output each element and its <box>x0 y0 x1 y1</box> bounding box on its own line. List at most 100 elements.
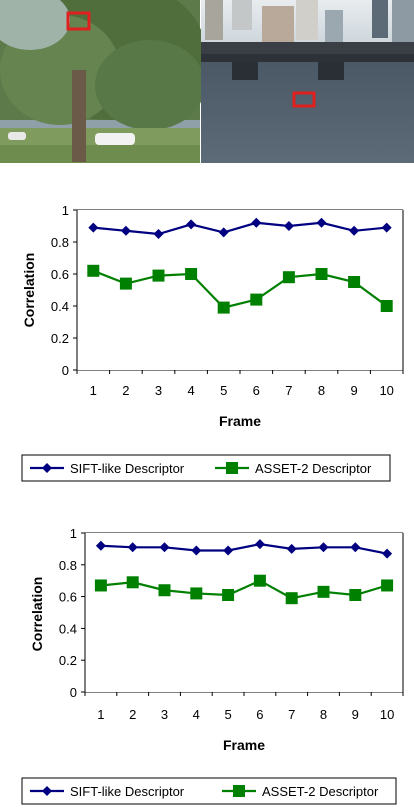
square-point <box>315 268 328 280</box>
x-tick-label: 8 <box>318 383 325 398</box>
legend-item-asset: ASSET-2 Descriptor <box>222 784 379 799</box>
legend-diamond-icon <box>42 463 52 473</box>
diamond-point <box>254 539 265 550</box>
square-point <box>158 584 171 597</box>
x-tick-label: 5 <box>220 383 227 398</box>
y-tick-label: 1 <box>70 526 77 541</box>
legend-square-icon <box>226 462 238 474</box>
x-tick-labels: 1 2 3 4 5 6 7 8 9 10 <box>90 383 394 398</box>
x-tick-label: 6 <box>253 383 260 398</box>
y-axis-title: Correlation <box>21 253 37 328</box>
square-point <box>119 277 132 290</box>
square-point <box>250 293 263 306</box>
square-point <box>190 587 203 600</box>
diamond-point <box>88 222 99 233</box>
x-axis-title: Frame <box>223 737 265 753</box>
photo-strip <box>0 0 414 163</box>
y-tick-label: 0.6 <box>59 590 77 605</box>
x-tick-label: 1 <box>90 383 97 398</box>
diamond-point <box>286 543 297 554</box>
diamond-point <box>316 217 327 228</box>
y-tick-label: 0 <box>62 363 69 378</box>
x-tick-label: 10 <box>380 707 394 722</box>
x-tick-label: 10 <box>379 383 393 398</box>
diamond-point <box>120 225 131 236</box>
x-tick-label: 3 <box>155 383 162 398</box>
series-group <box>87 217 393 314</box>
square-point <box>348 276 361 288</box>
square-point <box>253 574 266 587</box>
legend-label: ASSET-2 Descriptor <box>262 784 379 799</box>
square-point <box>285 592 298 605</box>
plot-area <box>85 533 403 692</box>
series-sift <box>88 217 392 239</box>
diamond-point <box>191 545 202 556</box>
legend-item-sift: SIFT-like Descriptor <box>30 784 185 799</box>
diamond-point <box>223 545 234 556</box>
series-asset <box>87 264 393 314</box>
x-tick-label: 8 <box>320 707 327 722</box>
square-point <box>94 579 107 592</box>
x-tick-label: 7 <box>285 383 292 398</box>
diamond-point <box>381 222 392 233</box>
diamond-point <box>127 542 138 553</box>
square-point <box>380 300 393 312</box>
legend-item-asset: ASSET-2 Descriptor <box>215 461 372 476</box>
x-tick-label: 1 <box>97 707 104 722</box>
y-tick-labels: 0 0.2 0.4 0.6 0.8 1 <box>59 526 77 700</box>
series-asset <box>94 574 394 605</box>
legend-square-icon <box>233 785 245 797</box>
x-tick-label: 4 <box>187 383 194 398</box>
square-point <box>185 268 198 280</box>
square-point <box>317 585 330 598</box>
river-photo <box>201 0 414 163</box>
diamond-point <box>153 229 164 239</box>
diamond-point <box>318 542 329 553</box>
legend-label: SIFT-like Descriptor <box>70 784 185 799</box>
square-point <box>282 271 295 284</box>
diamond-point <box>283 221 294 231</box>
y-tick-label: 0.8 <box>59 558 77 573</box>
diamond-point <box>186 219 197 230</box>
legend: SIFT-like Descriptor ASSET-2 Descriptor <box>21 454 391 482</box>
square-point <box>126 576 139 589</box>
legend-box <box>21 454 391 482</box>
correlation-chart-1: 0 0.2 0.4 0.6 0.8 1 1 2 3 4 5 6 7 8 9 10 Correlation F… <box>21 203 404 482</box>
y-tick-label: 0.6 <box>51 267 69 282</box>
legend: SIFT-like Descriptor ASSET-2 Descriptor <box>21 777 397 805</box>
x-tick-label: 6 <box>256 707 263 722</box>
x-tick-label: 5 <box>224 707 231 722</box>
y-tick-label: 1 <box>62 203 69 218</box>
series-sift <box>95 539 393 559</box>
diamond-point <box>218 227 229 238</box>
y-tick-label: 0.2 <box>59 653 77 668</box>
x-tick-label: 2 <box>129 707 136 722</box>
diamond-point <box>251 217 262 228</box>
series-line <box>93 221 387 236</box>
series-group <box>94 539 394 605</box>
plot-area <box>77 210 403 370</box>
square-point <box>217 301 230 314</box>
x-tick-label: 7 <box>288 707 295 722</box>
y-tick-label: 0.8 <box>51 235 69 250</box>
diamond-point <box>95 540 106 551</box>
x-tick-label: 2 <box>122 383 129 398</box>
x-tick-label: 9 <box>350 383 357 398</box>
diamond-point <box>349 225 360 236</box>
diamond-point <box>159 542 170 553</box>
y-tick-label: 0 <box>70 685 77 700</box>
y-tick-labels: 0 0.2 0.4 0.6 0.8 1 <box>51 203 69 378</box>
right-highlight-box <box>292 91 316 108</box>
y-tick-label: 0.4 <box>51 299 69 314</box>
y-tick-label: 0.2 <box>51 331 69 346</box>
square-point <box>381 579 394 592</box>
diamond-point <box>350 542 361 553</box>
legend-item-sift: SIFT-like Descriptor <box>30 461 185 476</box>
plot-frame <box>84 533 404 696</box>
square-point <box>222 589 235 602</box>
legend-diamond-icon <box>42 786 52 796</box>
x-tick-label: 3 <box>161 707 168 722</box>
x-tick-label: 9 <box>352 707 359 722</box>
square-point <box>87 264 100 277</box>
x-tick-label: 4 <box>193 707 200 722</box>
